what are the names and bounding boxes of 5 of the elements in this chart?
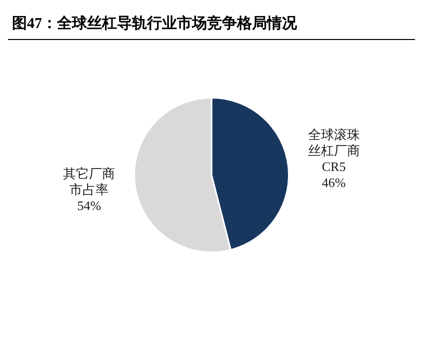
- chart-title: 图47：全球丝杠导轨行业市场竞争格局情况: [8, 8, 415, 40]
- slice-label: 全球滚珠丝杠厂商CR5: [308, 126, 360, 174]
- data-label: 54%: [77, 198, 102, 213]
- data-label: 46%: [322, 174, 346, 190]
- slice-label: 其它厂商市占率: [63, 166, 116, 197]
